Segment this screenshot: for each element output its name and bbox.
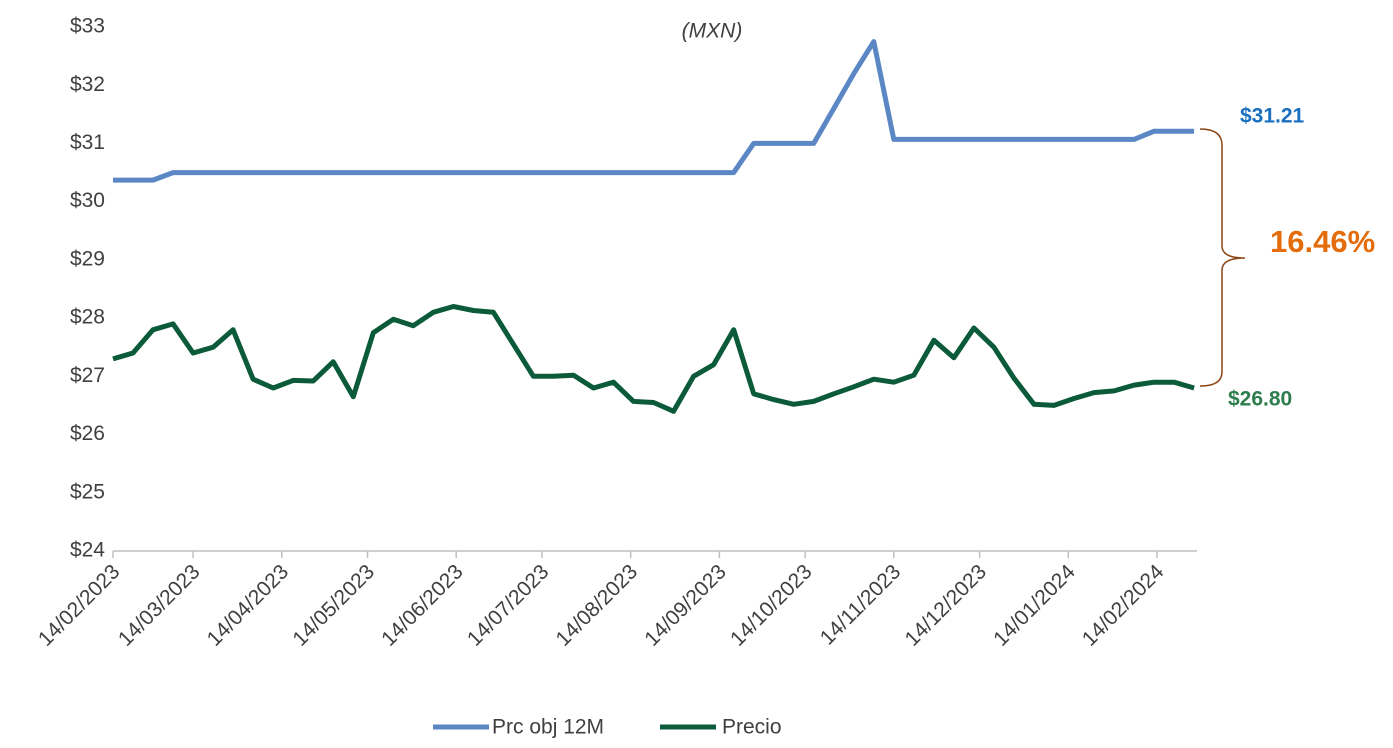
x-tick-label: 14/02/2024 bbox=[1078, 560, 1169, 651]
y-tick-label: $32 bbox=[70, 73, 105, 96]
annotation: 16.46% bbox=[1270, 224, 1375, 259]
x-tick-label: 14/08/2023 bbox=[552, 560, 643, 651]
bracket bbox=[1199, 128, 1246, 387]
y-tick-label: $33 bbox=[70, 15, 105, 38]
x-tick-label: 14/11/2023 bbox=[816, 560, 905, 649]
y-tick-label: $25 bbox=[70, 480, 105, 503]
y-tick-label: $26 bbox=[70, 422, 105, 445]
legend-label: Precio bbox=[722, 716, 782, 739]
x-tick-label: 14/03/2023 bbox=[114, 560, 205, 651]
annotation: $31.21 bbox=[1240, 105, 1305, 128]
x-tick-label: 14/05/2023 bbox=[288, 560, 379, 651]
series-line bbox=[113, 39, 1195, 183]
x-tick-label: 14/07/2023 bbox=[463, 560, 554, 651]
y-tick-label: $27 bbox=[70, 364, 105, 387]
x-tick-label: 14/02/2023 bbox=[34, 560, 125, 651]
series-line bbox=[112, 304, 1195, 414]
y-tick-label: $29 bbox=[70, 247, 105, 270]
x-tick-label: 14/10/2023 bbox=[726, 560, 817, 651]
y-tick-label: $28 bbox=[70, 306, 105, 329]
x-tick-label: 14/04/2023 bbox=[203, 560, 294, 651]
y-tick-label: $24 bbox=[70, 539, 105, 562]
annotation: $26.80 bbox=[1228, 388, 1292, 411]
chart-title: (MXN) bbox=[682, 20, 743, 43]
x-tick-label: 14/01/2024 bbox=[989, 560, 1080, 651]
y-tick-label: $31 bbox=[70, 131, 105, 154]
x-tick-label: 14/12/2023 bbox=[900, 560, 991, 651]
legend-label: Prc obj 12M bbox=[492, 716, 604, 739]
x-tick-label: 14/06/2023 bbox=[377, 560, 468, 651]
y-tick-label: $30 bbox=[70, 189, 105, 212]
x-tick-label: 14/09/2023 bbox=[640, 560, 731, 651]
